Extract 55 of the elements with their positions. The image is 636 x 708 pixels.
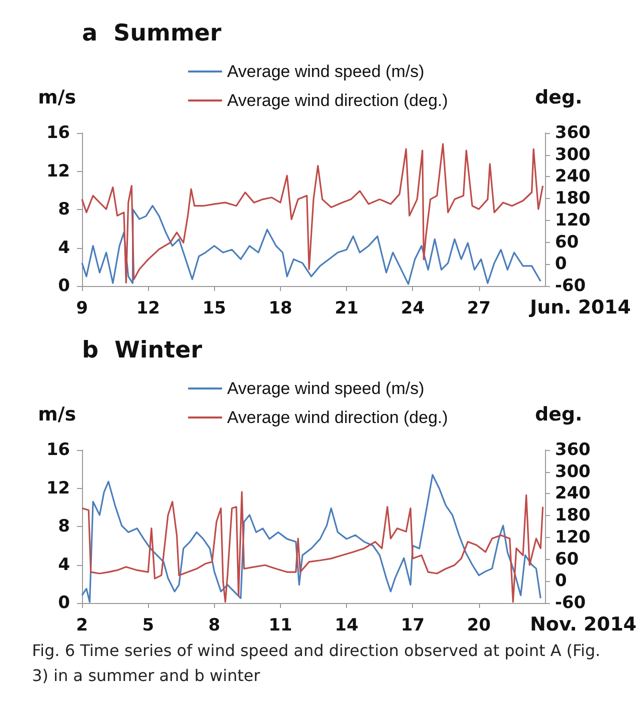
legend-label: Average wind speed (m/s)	[227, 379, 424, 398]
y-tick-label: 0	[58, 276, 70, 296]
x-tick-label: 11	[268, 616, 292, 636]
legend-label: Average wind direction (deg.)	[227, 408, 448, 427]
y-tick-label: 8	[58, 516, 70, 536]
x-tick-label: 18	[268, 298, 292, 318]
x-tick-label: 9	[76, 298, 88, 318]
x-tick-label: 20	[467, 616, 491, 636]
y-tick-label: 12	[46, 161, 70, 182]
chart-title: b Winter	[82, 338, 203, 364]
line-series	[81, 204, 542, 285]
x-tick-label: 8	[208, 616, 220, 636]
legend-label: Average wind direction (deg.)	[227, 91, 448, 110]
y2-tick-label: 60	[555, 549, 579, 570]
y-axis-title: m/s	[38, 404, 76, 426]
x-tick-label: 12	[136, 298, 160, 318]
x-axis-title: Jun. 2014	[528, 296, 631, 318]
y2-tick-label: 60	[555, 232, 579, 252]
y2-tick-label: 0	[555, 571, 567, 592]
line-series	[81, 143, 544, 284]
y2-tick-label: 180	[555, 506, 591, 526]
x-tick-label: 24	[400, 298, 425, 318]
x-tick-label: 27	[467, 298, 491, 318]
y2-tick-label: 300	[555, 462, 591, 482]
y-tick-label: 0	[58, 593, 70, 613]
y-axis-title: m/s	[38, 86, 76, 108]
y2-tick-label: 120	[555, 210, 591, 230]
x-tick-label: 17	[400, 616, 425, 636]
x-axis-title: Nov. 2014	[530, 614, 636, 636]
y2-tick-label: 300	[555, 144, 591, 165]
y-tick-label: 12	[46, 478, 70, 498]
y-tick-label: 8	[58, 200, 70, 220]
y2-tick-label: 360	[555, 123, 591, 143]
chart-title: a Summer	[82, 20, 222, 46]
caption: Fig. 6 Time series of wind speed and direction observed at point A (Fig. 3) in a summer and b winter	[32, 640, 602, 687]
y2-axis-title: deg.	[535, 86, 582, 108]
x-tick-label: 14	[334, 616, 359, 636]
y2-tick-label: 0	[555, 254, 567, 274]
y-tick-label: 4	[58, 238, 70, 258]
x-tick-label: 2	[76, 616, 88, 636]
y2-tick-label: -60	[555, 276, 586, 296]
x-tick-label: 15	[202, 298, 226, 318]
legend-label: Average wind speed (m/s)	[227, 62, 424, 81]
y2-tick-label: 180	[555, 188, 591, 209]
y-tick-label: 16	[46, 440, 70, 460]
y2-axis-title: deg.	[535, 404, 582, 426]
x-tick-label: 21	[334, 298, 358, 318]
y2-tick-label: 240	[555, 166, 591, 187]
y2-tick-label: 240	[555, 484, 591, 504]
y2-tick-label: -60	[555, 593, 586, 613]
y-tick-label: 16	[46, 123, 70, 143]
y2-tick-label: 360	[555, 440, 591, 460]
x-tick-label: 5	[142, 616, 154, 636]
y2-tick-label: 120	[555, 527, 591, 548]
y-tick-label: 4	[58, 554, 70, 575]
